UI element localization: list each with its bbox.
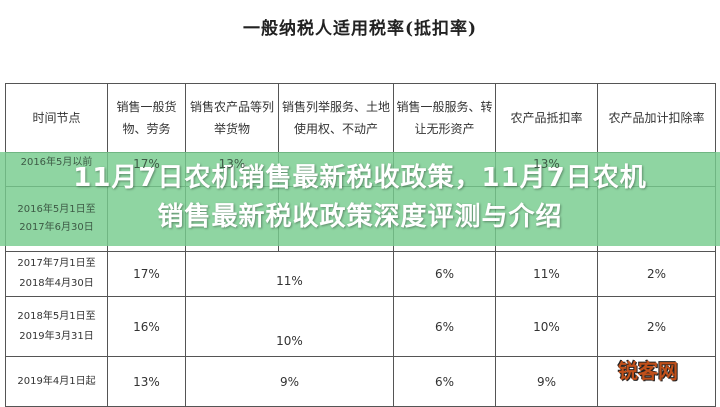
table-row: 2016年5月以前 17% 13% 13% [5, 152, 716, 187]
cell [107, 186, 186, 252]
cell [393, 186, 496, 252]
header-cell: 时间节点 [5, 83, 108, 153]
cell: 16% [107, 296, 186, 357]
table-row: 2019年4月1日起 13% 9% 6% 9% [5, 356, 716, 407]
header-row: 时间节点 销售一般货物、劳务 销售农产品等列举货物 销售列举服务、土地使用权、不… [5, 83, 716, 153]
table-row: 2018年5月1日至2019年3月31日 16% 10% 6% 10% 2% [5, 296, 716, 357]
time-cell: 2016年5月1日至2017年6月30日 [5, 186, 108, 252]
cell [597, 186, 716, 252]
cell [597, 152, 716, 187]
header-cell: 销售一般服务、转让无形资产 [393, 83, 496, 153]
tax-rate-table: 时间节点 销售一般货物、劳务 销售农产品等列举货物 销售列举服务、土地使用权、不… [5, 83, 716, 407]
cell [278, 186, 394, 252]
time-text: 2016年5月1日至2017年6月30日 [17, 203, 96, 233]
table-row: 2016年5月1日至2017年6月30日 [5, 186, 716, 252]
cell: 2% [597, 296, 716, 357]
cell: 10% [185, 296, 394, 357]
cell-value: 13% [533, 157, 560, 171]
cell: 13% [107, 356, 186, 407]
cell: 17% [107, 152, 186, 187]
table-title: 一般纳税人适用税率(抵扣率) [242, 19, 478, 39]
header-cell: 农产品加计扣除率 [597, 83, 716, 153]
header-cell: 销售农产品等列举货物 [185, 83, 279, 153]
cell [185, 186, 279, 252]
header-cell: 销售一般货物、劳务 [107, 83, 186, 153]
table-row: 2017年7月1日至2018年4月30日 17% 11% 6% 11% 2% [5, 251, 716, 297]
cell: 2% [597, 251, 716, 297]
cell: 13% [185, 152, 279, 187]
time-cell: 2016年5月以前 [5, 152, 108, 187]
time-cell: 2019年4月1日起 [5, 356, 108, 407]
cell: 6% [393, 251, 496, 297]
cell [278, 152, 394, 187]
time-cell: 2018年5月1日至2019年3月31日 [5, 296, 108, 357]
cell [393, 152, 496, 187]
cell: 6% [393, 296, 496, 357]
cell: 9% [495, 356, 598, 407]
cell: 11% [495, 251, 598, 297]
cell: 13% [495, 152, 598, 187]
cell: 10% [495, 296, 598, 357]
cell: 11% [185, 251, 394, 297]
time-text: 2016年5月以前 [20, 157, 93, 168]
header-cell: 农产品抵扣率 [495, 83, 598, 153]
cell [495, 186, 598, 252]
cell-value: 13% [218, 157, 246, 171]
cell: 6% [393, 356, 496, 407]
cell: 17% [107, 251, 186, 297]
header-cell: 销售列举服务、土地使用权、不动产 [278, 83, 394, 153]
cell: 9% [185, 356, 394, 407]
cell-value: 17% [133, 157, 160, 171]
watermark-logo: 锐客网 [618, 359, 678, 383]
time-cell: 2017年7月1日至2018年4月30日 [5, 251, 108, 297]
